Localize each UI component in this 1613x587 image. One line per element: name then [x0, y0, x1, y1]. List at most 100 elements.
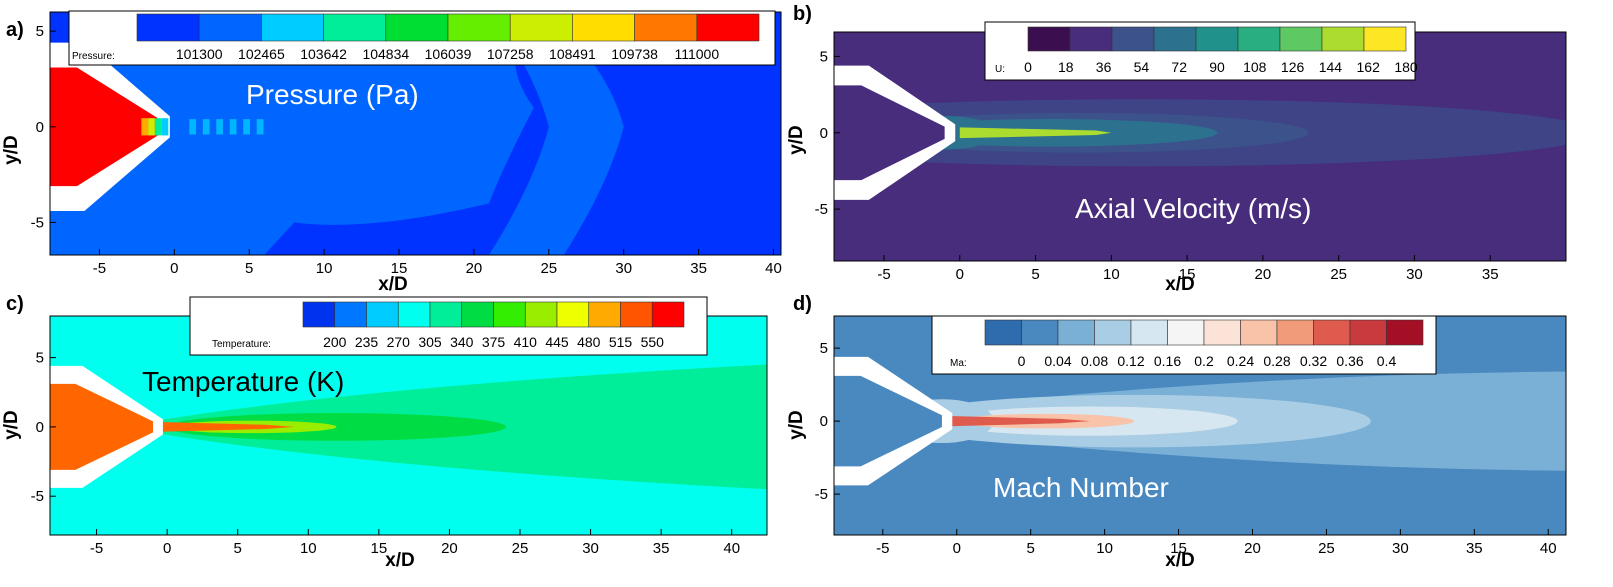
y-tick-label: -5 [815, 201, 828, 218]
x-tick-label: 20 [441, 540, 458, 557]
x-tick-label: 10 [1103, 266, 1120, 283]
y-tick-label: 5 [820, 48, 828, 65]
legend-swatch [651, 301, 685, 328]
legend-level-label: 109738 [611, 46, 658, 62]
x-tick-label: 30 [582, 540, 599, 557]
y-tick-label: -5 [31, 488, 44, 505]
legend-swatch [261, 13, 324, 42]
legend-swatch [1349, 319, 1387, 346]
legend-swatch [1363, 26, 1407, 52]
shock-cell [202, 119, 210, 135]
legend-level-label: 0.08 [1081, 353, 1108, 369]
legend-level-label: 515 [609, 334, 633, 350]
legend-swatch [493, 301, 526, 328]
legend-swatch [696, 13, 760, 42]
panel-4: -5 0 5 10 15 20 25 30 35 40 5 0 -5 x/D y/D d) Mach Numbe… [786, 293, 1567, 571]
nozzle-interior [834, 375, 942, 467]
x-tick-label: 20 [466, 260, 483, 277]
panel-letter: b) [793, 3, 812, 25]
legend-level-label: 0.2 [1194, 353, 1214, 369]
legend-swatch [1021, 319, 1059, 346]
legend-level-label: 101300 [176, 46, 223, 62]
panel-3: -5 0 5 10 15 20 25 30 35 40 5 0 -5 x/D y/D c) Temperatur… [1, 293, 768, 571]
legend-swatch [1130, 319, 1168, 346]
x-tick-label: 35 [690, 260, 707, 277]
nozzle-interior [834, 85, 945, 181]
x-tick-label: 40 [723, 540, 740, 557]
shock-cell [256, 119, 264, 135]
legend-swatch [461, 301, 494, 328]
legend-level-label: 108491 [549, 46, 596, 62]
legend-level-label: 108 [1243, 59, 1267, 75]
legend-swatch [524, 301, 558, 328]
legend-swatch [1094, 319, 1132, 346]
legend-swatch [198, 13, 262, 42]
panel-letter: d) [793, 293, 812, 315]
y-tick-label: 5 [36, 23, 44, 40]
x-tick-label: 5 [1027, 540, 1035, 557]
legend-level-label: 180 [1394, 59, 1418, 75]
legend-swatch [1240, 319, 1278, 346]
legend-level-label: 0.36 [1336, 353, 1363, 369]
x-tick-label: -5 [876, 540, 889, 557]
x-tick-label: 15 [391, 260, 408, 277]
pressure-region-far [488, 12, 624, 255]
x-tick-label: 40 [765, 260, 782, 277]
y-tick-label: 0 [820, 125, 828, 142]
throat-band [141, 118, 149, 136]
legend-swatch [1195, 26, 1239, 52]
legend-swatch [1111, 26, 1155, 52]
legend: 200 235 270 305 340 375 410 445 480 515 550 Tempera… [189, 296, 708, 356]
throat-band [161, 118, 169, 136]
legend-level-label: 0.32 [1300, 353, 1327, 369]
legend-level-label: 375 [482, 334, 506, 350]
legend-swatch [334, 301, 367, 328]
x-tick-label: 0 [953, 540, 961, 557]
legend-swatch [556, 301, 590, 328]
x-tick-label: -5 [93, 260, 106, 277]
x-tick-label: 15 [1179, 266, 1196, 283]
shock-cell [189, 119, 197, 135]
nozzle-interior [50, 67, 160, 187]
legend-level-label: 0.16 [1154, 353, 1181, 369]
x-tick-label: 25 [540, 260, 557, 277]
y-axis-title: y/D [786, 410, 807, 440]
legend-level-label: 36 [1096, 59, 1112, 75]
x-tick-label: 5 [245, 260, 253, 277]
x-tick-label: 10 [1096, 540, 1113, 557]
throat-band [148, 118, 155, 136]
y-axis-title: y/D [786, 125, 807, 155]
legend-level-label: 0.04 [1044, 353, 1071, 369]
legend-level-label: 0.12 [1117, 353, 1144, 369]
legend-swatch [385, 13, 449, 42]
legend-level-label: 550 [641, 334, 665, 350]
panel-letter: c) [6, 293, 24, 315]
x-tick-label: -5 [90, 540, 103, 557]
legend-swatch [1279, 26, 1323, 52]
legend-swatch [634, 13, 698, 42]
legend-swatch [1153, 26, 1197, 52]
legend-swatch [323, 13, 387, 42]
legend-swatch [620, 301, 653, 328]
legend-level-label: 162 [1357, 59, 1381, 75]
legend-level-label: 144 [1319, 59, 1343, 75]
x-tick-label: 35 [1482, 266, 1499, 283]
y-axis-title: y/D [1, 410, 22, 440]
x-tick-label: 15 [1170, 540, 1187, 557]
legend-level-label: 111000 [674, 46, 719, 62]
legend-swatch [1386, 319, 1424, 346]
y-tick-label: 0 [820, 413, 828, 430]
legend-swatch [509, 13, 573, 42]
legend-swatch [572, 13, 635, 42]
panel-letter: a) [6, 19, 24, 41]
legend-level-label: 445 [545, 334, 569, 350]
x-tick-label: 0 [956, 266, 964, 283]
legend-swatch [984, 319, 1022, 346]
legend-swatch [588, 301, 621, 328]
legend-level-label: 72 [1171, 59, 1187, 75]
legend-level-label: 103642 [300, 46, 347, 62]
x-tick-label: 40 [1540, 540, 1557, 557]
legend-swatch [366, 301, 399, 328]
legend-variable-label: Ma: [950, 358, 967, 369]
